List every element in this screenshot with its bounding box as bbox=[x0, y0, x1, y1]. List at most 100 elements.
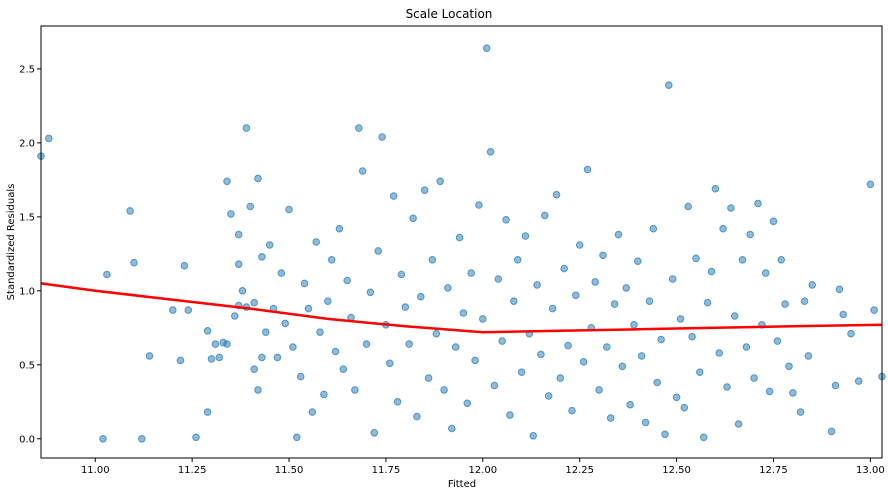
scatter-point-122 bbox=[595, 386, 603, 394]
scatter-point-103 bbox=[521, 232, 530, 240]
scatter-point-172 bbox=[789, 389, 797, 397]
scatter-point-44 bbox=[293, 433, 301, 442]
scatter-point-177 bbox=[827, 427, 836, 436]
scatter-point-170 bbox=[781, 300, 789, 308]
scatter-point-102 bbox=[517, 368, 526, 377]
scatter-point-176 bbox=[808, 281, 817, 289]
scatter-point-182 bbox=[854, 377, 863, 385]
scatter-point-97 bbox=[498, 337, 507, 345]
scatter-point-131 bbox=[630, 321, 638, 329]
scatter-point-166 bbox=[765, 387, 774, 396]
scatter-point-37 bbox=[265, 241, 274, 249]
scatter-point-74 bbox=[409, 214, 417, 223]
scatter-point-100 bbox=[510, 297, 518, 306]
chart-title: Scale Location bbox=[406, 7, 493, 21]
scatter-point-107 bbox=[537, 350, 545, 359]
scatter-point-46 bbox=[300, 279, 309, 288]
scatter-point-5 bbox=[130, 258, 138, 267]
scatter-point-1 bbox=[45, 134, 53, 143]
scatter-point-138 bbox=[657, 335, 665, 344]
scatter-point-14 bbox=[203, 327, 212, 335]
scatter-point-71 bbox=[397, 270, 406, 279]
scatter-point-61 bbox=[358, 167, 367, 175]
scatter-point-2 bbox=[99, 435, 107, 443]
scatter-point-165 bbox=[761, 269, 770, 277]
scatter-point-167 bbox=[769, 217, 778, 226]
scatter-point-39 bbox=[273, 353, 282, 362]
scatter-point-108 bbox=[541, 211, 549, 220]
scatter-point-20 bbox=[223, 177, 231, 186]
scatter-point-124 bbox=[603, 343, 611, 351]
scatter-point-106 bbox=[533, 281, 541, 289]
scatter-point-49 bbox=[312, 238, 321, 246]
scatter-point-150 bbox=[703, 298, 712, 307]
scatter-point-151 bbox=[707, 267, 716, 276]
scatter-point-54 bbox=[331, 347, 340, 356]
scatter-point-132 bbox=[634, 257, 642, 266]
x-tick-label: 12.25 bbox=[565, 465, 594, 476]
scatter-point-47 bbox=[304, 304, 313, 313]
scatter-point-36 bbox=[262, 328, 270, 337]
scatter-point-163 bbox=[754, 199, 762, 208]
scatter-point-128 bbox=[618, 362, 627, 371]
scatter-point-119 bbox=[583, 165, 592, 174]
scatter-point-15 bbox=[207, 355, 216, 363]
scatter-point-4 bbox=[126, 207, 134, 215]
scatter-point-6 bbox=[138, 435, 146, 443]
scatter-point-162 bbox=[750, 374, 758, 382]
scatter-point-50 bbox=[316, 328, 324, 337]
scatter-point-147 bbox=[692, 254, 700, 263]
scatter-point-135 bbox=[645, 297, 654, 306]
scatter-point-40 bbox=[277, 269, 286, 277]
scatter-point-56 bbox=[339, 365, 348, 374]
scatter-point-181 bbox=[847, 329, 855, 338]
scatter-point-148 bbox=[696, 368, 704, 377]
scatter-point-145 bbox=[684, 202, 693, 211]
scatter-point-168 bbox=[773, 337, 782, 345]
scatter-point-13 bbox=[203, 408, 212, 416]
scatter-point-110 bbox=[548, 304, 557, 313]
scatter-point-157 bbox=[730, 312, 739, 320]
x-tick-label: 13.00 bbox=[856, 465, 885, 476]
scatter-point-80 bbox=[432, 329, 441, 338]
scatter-point-30 bbox=[250, 365, 258, 374]
scatter-point-178 bbox=[831, 381, 840, 390]
scatter-point-183 bbox=[866, 180, 875, 189]
scatter-point-90 bbox=[471, 356, 479, 365]
scatter-point-62 bbox=[362, 340, 371, 348]
scatter-point-87 bbox=[459, 309, 468, 317]
scatter-point-155 bbox=[723, 383, 731, 391]
x-axis-label: Fitted bbox=[448, 479, 476, 490]
scatter-point-118 bbox=[579, 358, 588, 366]
scatter-point-78 bbox=[424, 374, 433, 382]
y-tick-label: 2.5 bbox=[19, 64, 35, 75]
scatter-point-105 bbox=[529, 432, 538, 440]
scatter-point-146 bbox=[688, 332, 696, 341]
scatter-point-43 bbox=[289, 343, 297, 351]
scatter-point-60 bbox=[355, 124, 363, 132]
scatter-point-159 bbox=[738, 256, 747, 264]
scatter-point-31 bbox=[250, 298, 258, 307]
scatter-point-141 bbox=[668, 275, 677, 283]
scatter-point-125 bbox=[606, 414, 615, 422]
scatter-point-33 bbox=[254, 386, 262, 394]
scatter-point-72 bbox=[401, 303, 410, 311]
scatter-point-12 bbox=[192, 433, 200, 442]
scatter-point-55 bbox=[335, 224, 344, 233]
scatter-point-121 bbox=[591, 278, 600, 286]
x-tick-label: 11.25 bbox=[178, 465, 207, 476]
scatter-point-16 bbox=[211, 340, 220, 348]
scatter-point-92 bbox=[479, 315, 487, 323]
y-axis-ticks: 0.0 0.5 1.0 1.5 2.0 2.5 bbox=[19, 64, 41, 445]
trend-line-layer bbox=[40, 282, 883, 334]
scatter-point-84 bbox=[448, 424, 456, 433]
scatter-point-59 bbox=[351, 386, 359, 394]
scatter-point-117 bbox=[575, 241, 584, 249]
scatter-point-184 bbox=[870, 306, 879, 314]
x-tick-label: 11.00 bbox=[81, 465, 110, 476]
scatter-point-98 bbox=[502, 216, 510, 224]
scatter-point-143 bbox=[676, 315, 685, 323]
y-tick-label: 2.0 bbox=[19, 138, 35, 149]
scatter-point-68 bbox=[386, 359, 394, 368]
